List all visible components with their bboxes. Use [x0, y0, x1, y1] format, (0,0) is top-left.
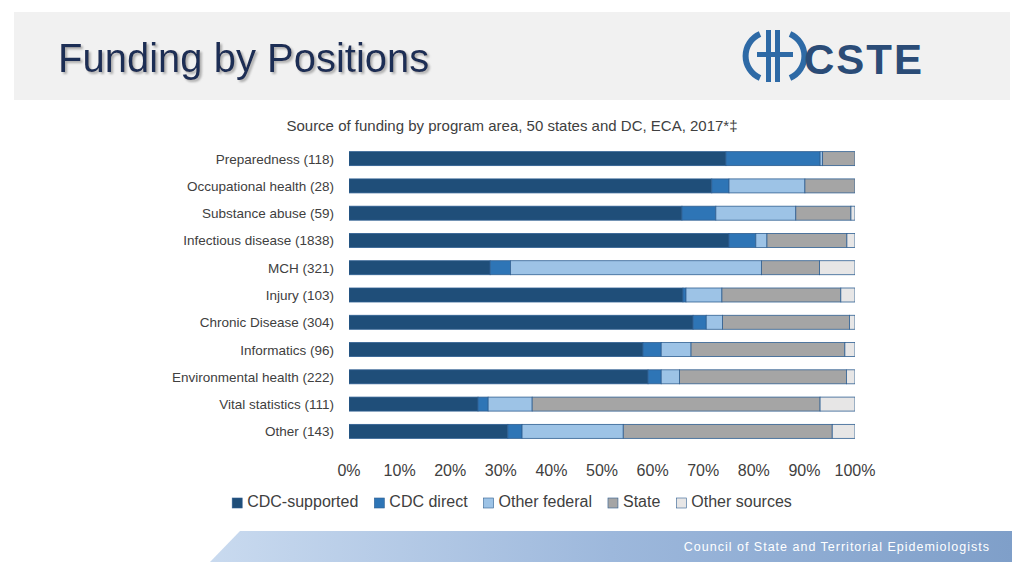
- logo-text: CSTE: [804, 36, 924, 83]
- footer-band: [210, 531, 1012, 562]
- heading: Funding by Positions: [58, 36, 429, 80]
- bar-segment: [349, 424, 508, 438]
- category-label: Injury (103): [266, 288, 334, 303]
- header-band: [14, 12, 1010, 100]
- slide: Funding by Positions CSTE Council of State…: [0, 0, 1024, 576]
- category-label: Preparedness (118): [216, 152, 334, 167]
- bar-segment: [845, 343, 855, 357]
- bar-segment: [767, 233, 847, 247]
- bar-segment: [679, 370, 846, 384]
- bar-segment: [846, 370, 855, 384]
- bar-segment: [532, 397, 820, 411]
- bar-segment: [683, 288, 686, 302]
- bar-segment: [726, 152, 820, 166]
- bar-segment: [841, 288, 855, 302]
- bar-segment: [796, 206, 851, 220]
- bar-segment: [349, 315, 693, 329]
- bar-segment: [643, 343, 661, 357]
- category-label: Chronic Disease (304): [200, 315, 334, 330]
- bar-segment: [722, 315, 849, 329]
- bar-segment: [349, 233, 729, 247]
- footer-text: Council of State and Territorial Epidemi…: [684, 540, 990, 554]
- tick-label: 0%: [337, 462, 360, 479]
- bar-segment: [682, 206, 716, 220]
- bar-segment: [522, 424, 623, 438]
- bar-segment: [686, 288, 722, 302]
- legend-label: Other sources: [691, 493, 791, 510]
- bar-segment: [712, 179, 729, 193]
- bar-segment: [648, 370, 661, 384]
- tick-label: 50%: [586, 462, 618, 479]
- bar-segment: [349, 206, 682, 220]
- bar-segment: [761, 261, 819, 275]
- bar-segment: [510, 261, 761, 275]
- legend-swatch: [676, 498, 686, 508]
- bar-segment: [488, 397, 532, 411]
- tick-label: 100%: [835, 462, 876, 479]
- category-label: Vital statistics (111): [219, 397, 334, 412]
- category-label: Environmental health (222): [172, 370, 334, 385]
- bar-segment: [823, 152, 855, 166]
- legend-swatch: [374, 498, 384, 508]
- tick-label: 10%: [384, 462, 416, 479]
- tick-label: 90%: [788, 462, 820, 479]
- legend-label: Other federal: [499, 493, 592, 510]
- bar-segment: [508, 424, 522, 438]
- tick-label: 80%: [738, 462, 770, 479]
- bar-segment: [847, 233, 855, 247]
- tick-label: 20%: [434, 462, 466, 479]
- bar-segment: [490, 261, 510, 275]
- bars: [349, 152, 855, 439]
- bar-segment: [349, 261, 490, 275]
- bar-segment: [716, 206, 796, 220]
- category-label: Occupational health (28): [187, 179, 334, 194]
- bar-segment: [722, 288, 841, 302]
- bar-segment: [832, 424, 855, 438]
- bar-segment: [706, 315, 722, 329]
- legend-swatch: [608, 498, 618, 508]
- legend: CDC-supported CDC direct Other federal Stat…: [232, 493, 792, 510]
- bar-segment: [661, 370, 679, 384]
- category-label: MCH (321): [268, 261, 334, 276]
- bar-segment: [693, 315, 706, 329]
- bar-segment: [820, 397, 855, 411]
- bar-segment: [729, 233, 756, 247]
- logo: CSTE: [746, 30, 924, 83]
- tick-label: 30%: [485, 462, 517, 479]
- bar-segment: [349, 397, 478, 411]
- bar-segment: [849, 315, 855, 329]
- category-label: Substance abuse (59): [202, 206, 334, 221]
- category-label: Other (143): [265, 424, 334, 439]
- bar-segment: [623, 424, 832, 438]
- legend-label: CDC-supported: [247, 493, 358, 510]
- category-label: Informatics (96): [240, 343, 334, 358]
- bar-segment: [478, 397, 488, 411]
- legend-swatch: [232, 498, 242, 508]
- chart-title: Source of funding by program area, 50 st…: [286, 117, 737, 134]
- bar-segment: [851, 206, 855, 220]
- bar-segment: [349, 288, 683, 302]
- bar-segment: [820, 261, 855, 275]
- bar-segment: [349, 343, 643, 357]
- bar-segment: [661, 343, 691, 357]
- bar-segment: [805, 179, 855, 193]
- bar-segment: [756, 233, 767, 247]
- logo-bar: [757, 52, 793, 57]
- bar-segment: [349, 152, 726, 166]
- bar-segment: [855, 179, 856, 193]
- legend-swatch: [484, 498, 494, 508]
- tick-label: 40%: [535, 462, 567, 479]
- legend-label: CDC direct: [389, 493, 468, 510]
- bar-segment: [349, 370, 648, 384]
- bar-segment: [691, 343, 845, 357]
- tick-label: 70%: [687, 462, 719, 479]
- category-label: Infectious disease (1838): [183, 233, 334, 248]
- bar-segment: [729, 179, 805, 193]
- bar-segment: [855, 152, 856, 166]
- bar-segment: [349, 179, 712, 193]
- legend-label: State: [623, 493, 660, 510]
- tick-label: 60%: [637, 462, 669, 479]
